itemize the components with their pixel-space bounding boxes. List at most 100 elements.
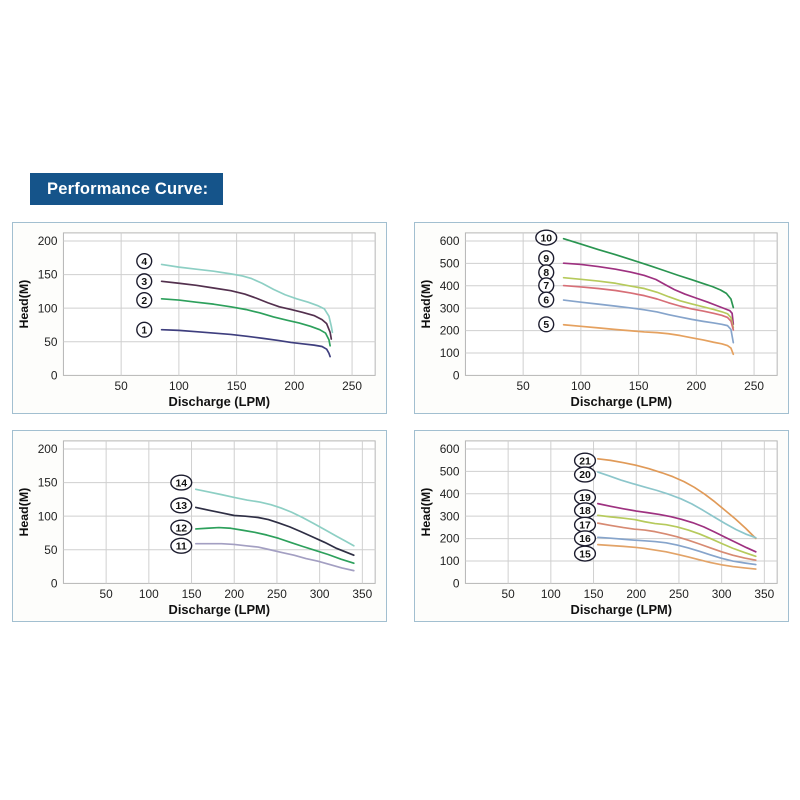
curve-number-labels: 14 13 12 11 <box>170 474 193 554</box>
curve-label-number-11: 11 <box>176 541 187 552</box>
x-tick-labels: 50 100 150 200 250 <box>115 379 363 393</box>
x-tick-label: 250 <box>669 587 689 601</box>
performance-chart-1-4: 0 50 100 150 200 50 100 150 200 250 Discharge (LPM… <box>17 232 376 409</box>
x-tick-label: 200 <box>224 587 244 601</box>
y-tick-labels: 0 100 200 300 400 500 600 <box>440 234 460 382</box>
x-tick-label: 50 <box>100 587 114 601</box>
y-axis-title: Head(M) <box>419 488 433 537</box>
x-axis-title: Discharge (LPM) <box>169 394 270 409</box>
curve-label-circle-5 <box>538 316 555 333</box>
y-tick-label: 200 <box>440 532 460 546</box>
section-title-bar: Performance Curve: <box>30 173 223 205</box>
y-tick-label: 0 <box>51 577 58 591</box>
curve-2 <box>160 297 331 347</box>
chart-panel-curves-11-14: 0 50 100 150 200 50 100 150 200 250 300 350 Discharg… <box>12 430 387 622</box>
curve-label-circle-10 <box>535 229 558 246</box>
curve-3 <box>160 280 333 340</box>
y-tick-label: 100 <box>38 301 58 315</box>
curve-11 <box>194 542 355 572</box>
x-axis-title: Discharge (LPM) <box>571 394 672 409</box>
y-tick-label: 200 <box>38 234 58 248</box>
x-tick-label: 150 <box>227 379 247 393</box>
curve-label-number-4: 4 <box>141 257 147 268</box>
curve-6 <box>562 299 735 344</box>
chart-panel-curves-5-10: 0 100 200 300 400 500 600 50 100 150 200 250 Dischar… <box>414 222 789 414</box>
performance-chart-5-10: 0 100 200 300 400 500 600 50 100 150 200 250 Dischar… <box>419 229 778 409</box>
y-tick-label: 100 <box>440 554 460 568</box>
x-tick-label: 350 <box>352 587 372 601</box>
x-tick-label: 200 <box>626 587 646 601</box>
x-tick-label: 50 <box>517 379 531 393</box>
y-tick-label: 300 <box>440 301 460 315</box>
y-tick-label: 0 <box>453 577 460 591</box>
curves <box>562 237 735 356</box>
x-tick-label: 100 <box>139 587 159 601</box>
x-tick-label: 200 <box>686 379 706 393</box>
curve-label-number-19: 19 <box>579 493 591 504</box>
curve-label-circle-14 <box>170 474 193 491</box>
curve-label-number-2: 2 <box>141 296 147 307</box>
x-tick-label: 150 <box>584 587 604 601</box>
curve-4 <box>160 263 334 334</box>
plot-area <box>62 232 376 376</box>
plot-area <box>464 232 778 376</box>
curve-label-circle-1 <box>136 321 153 338</box>
curve-label-number-9: 9 <box>543 254 549 265</box>
x-tick-label: 250 <box>744 379 764 393</box>
curve-label-number-15: 15 <box>579 549 591 560</box>
curves <box>194 488 355 572</box>
curve-label-number-17: 17 <box>579 520 591 531</box>
x-tick-label: 150 <box>629 379 649 393</box>
curve-5 <box>562 323 735 356</box>
x-axis-title: Discharge (LPM) <box>571 602 672 617</box>
gridlines <box>465 232 778 376</box>
x-tick-label: 200 <box>284 379 304 393</box>
curve-label-circle-13 <box>170 497 193 514</box>
gridlines <box>63 440 376 584</box>
y-tick-label: 0 <box>453 369 460 383</box>
x-tick-label: 50 <box>502 587 516 601</box>
curve-19 <box>596 502 757 553</box>
curve-label-number-6: 6 <box>543 295 549 306</box>
curve-1 <box>160 328 331 358</box>
curve-label-number-7: 7 <box>543 281 549 292</box>
y-tick-label: 150 <box>38 476 58 490</box>
curve-label-circle-12 <box>170 519 193 536</box>
curve-number-labels: 21 20 19 18 17 16 15 <box>573 452 597 562</box>
y-tick-label: 200 <box>38 442 58 456</box>
y-tick-label: 400 <box>440 279 460 293</box>
curve-8 <box>562 276 735 329</box>
curve-label-number-8: 8 <box>543 268 549 279</box>
curve-12 <box>194 526 355 565</box>
y-tick-label: 150 <box>38 268 58 282</box>
y-tick-labels: 0 100 200 300 400 500 600 <box>440 442 460 590</box>
curve-label-number-14: 14 <box>176 478 188 489</box>
y-tick-label: 0 <box>51 369 58 383</box>
curve-label-circle-20 <box>573 466 597 483</box>
performance-chart-11-14: 0 50 100 150 200 50 100 150 200 250 300 350 Discharg… <box>17 440 376 617</box>
x-tick-label: 250 <box>342 379 362 393</box>
x-tick-labels: 50 100 150 200 250 300 350 <box>100 587 373 601</box>
x-tick-label: 350 <box>754 587 774 601</box>
x-tick-label: 300 <box>712 587 732 601</box>
y-tick-label: 600 <box>440 234 460 248</box>
performance-chart-15-21: 0 100 200 300 400 500 600 50 100 150 200 250 300 350 D… <box>419 440 778 617</box>
curve-label-number-20: 20 <box>579 470 591 481</box>
curve-label-number-18: 18 <box>579 506 591 517</box>
curve-10 <box>562 237 735 309</box>
y-tick-label: 600 <box>440 442 460 456</box>
curve-label-number-13: 13 <box>176 501 188 512</box>
x-tick-label: 300 <box>310 587 330 601</box>
curve-label-circle-3 <box>136 273 153 290</box>
x-tick-labels: 50 100 150 200 250 <box>517 379 765 393</box>
curve-label-number-10: 10 <box>540 233 552 244</box>
curve-14 <box>194 488 355 547</box>
y-tick-label: 500 <box>440 257 460 271</box>
curve-label-number-16: 16 <box>579 534 591 545</box>
curve-label-number-5: 5 <box>543 320 549 331</box>
x-tick-label: 50 <box>115 379 129 393</box>
curve-label-circle-2 <box>136 291 153 309</box>
x-tick-label: 250 <box>267 587 287 601</box>
curve-label-number-3: 3 <box>141 277 147 288</box>
